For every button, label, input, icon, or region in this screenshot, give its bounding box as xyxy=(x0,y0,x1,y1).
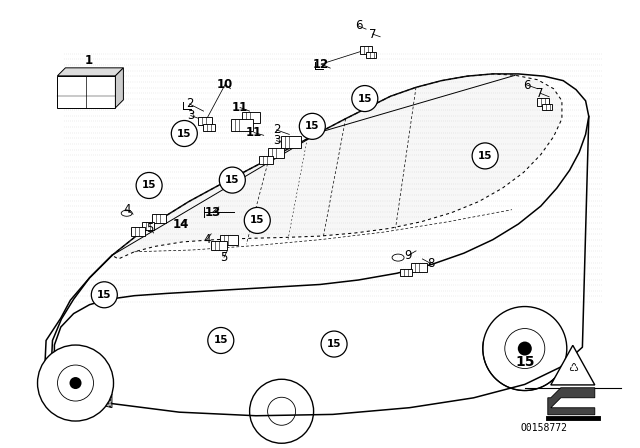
Text: 15: 15 xyxy=(214,336,228,345)
FancyBboxPatch shape xyxy=(203,124,214,131)
Circle shape xyxy=(172,121,197,146)
Text: 15: 15 xyxy=(515,355,535,369)
Text: 7: 7 xyxy=(369,27,376,41)
Text: 4: 4 xyxy=(123,203,131,216)
Polygon shape xyxy=(548,388,595,415)
Text: 3: 3 xyxy=(187,109,195,122)
Text: O0158772: O0158772 xyxy=(520,423,568,433)
Circle shape xyxy=(518,341,532,356)
FancyBboxPatch shape xyxy=(366,52,376,58)
FancyBboxPatch shape xyxy=(542,103,552,110)
Polygon shape xyxy=(58,68,124,76)
Circle shape xyxy=(136,172,162,198)
Circle shape xyxy=(352,86,378,112)
Text: 7: 7 xyxy=(536,86,544,100)
FancyBboxPatch shape xyxy=(269,148,285,158)
FancyBboxPatch shape xyxy=(537,98,548,106)
Circle shape xyxy=(92,282,117,308)
Polygon shape xyxy=(115,68,124,108)
FancyBboxPatch shape xyxy=(401,269,412,276)
Text: 13: 13 xyxy=(204,206,221,219)
FancyBboxPatch shape xyxy=(152,214,166,223)
Circle shape xyxy=(220,167,245,193)
FancyBboxPatch shape xyxy=(131,227,145,236)
Circle shape xyxy=(472,143,498,169)
Text: 15: 15 xyxy=(177,129,191,138)
Text: 15: 15 xyxy=(305,121,319,131)
Text: 15: 15 xyxy=(142,181,156,190)
Text: 1: 1 xyxy=(84,54,92,67)
Text: 2: 2 xyxy=(186,97,193,111)
FancyBboxPatch shape xyxy=(220,235,238,245)
Circle shape xyxy=(70,377,81,389)
Text: 6: 6 xyxy=(355,19,362,33)
Text: 14: 14 xyxy=(173,218,189,232)
Text: 15: 15 xyxy=(358,94,372,103)
Text: 4: 4 xyxy=(203,233,211,246)
FancyBboxPatch shape xyxy=(360,46,372,54)
Circle shape xyxy=(321,331,347,357)
Text: 3: 3 xyxy=(273,134,280,147)
FancyBboxPatch shape xyxy=(198,117,212,125)
Polygon shape xyxy=(58,76,115,108)
FancyBboxPatch shape xyxy=(211,241,227,250)
Text: 15: 15 xyxy=(225,175,239,185)
FancyBboxPatch shape xyxy=(412,263,428,272)
Polygon shape xyxy=(112,74,562,259)
FancyBboxPatch shape xyxy=(143,222,154,230)
Text: 9: 9 xyxy=(404,249,412,262)
Text: 5: 5 xyxy=(146,222,154,235)
Text: 12: 12 xyxy=(313,57,330,71)
Circle shape xyxy=(38,345,113,421)
Polygon shape xyxy=(52,371,112,408)
Text: 5: 5 xyxy=(220,250,228,264)
FancyBboxPatch shape xyxy=(281,137,301,148)
Circle shape xyxy=(300,113,325,139)
Polygon shape xyxy=(551,345,595,385)
Text: 15: 15 xyxy=(478,151,492,161)
Text: 6: 6 xyxy=(524,78,531,92)
Text: ♺: ♺ xyxy=(568,363,578,373)
Circle shape xyxy=(244,207,270,233)
Text: 11: 11 xyxy=(232,101,248,114)
Text: 15: 15 xyxy=(327,339,341,349)
Text: 2: 2 xyxy=(273,123,280,137)
Circle shape xyxy=(483,306,567,391)
Polygon shape xyxy=(45,74,589,390)
Circle shape xyxy=(208,327,234,353)
Text: 15: 15 xyxy=(250,215,264,225)
FancyBboxPatch shape xyxy=(242,112,260,123)
FancyBboxPatch shape xyxy=(231,119,253,130)
Text: 15: 15 xyxy=(97,290,111,300)
Circle shape xyxy=(250,379,314,443)
Text: 8: 8 xyxy=(427,257,435,270)
Text: 10: 10 xyxy=(217,78,234,91)
Text: 11: 11 xyxy=(246,126,262,139)
FancyBboxPatch shape xyxy=(259,156,273,164)
